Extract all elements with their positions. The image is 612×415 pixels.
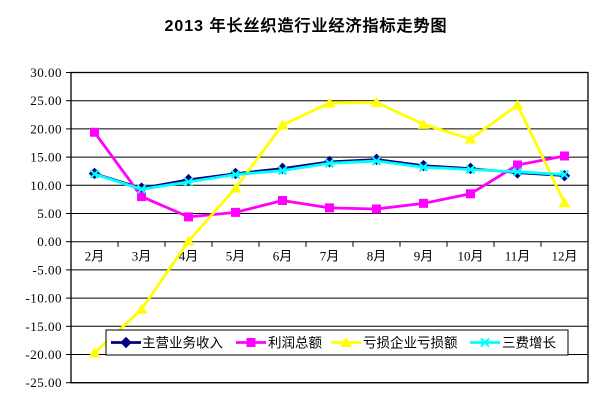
x-tick-label: 7月 (320, 249, 340, 264)
series-1-marker (231, 207, 240, 217)
series-1-marker (560, 151, 569, 161)
series-1-marker (278, 196, 287, 206)
series-3-marker (418, 162, 429, 172)
series-2-marker (276, 119, 289, 130)
x-tick-label: 11月 (505, 249, 531, 264)
series-2-marker (229, 182, 242, 193)
y-tick-label: -15.00 (25, 319, 62, 334)
legend-label-3: 三费增长 (502, 336, 556, 351)
series-2-marker (511, 99, 524, 110)
x-tick-label: 8月 (367, 249, 387, 264)
series-2-marker (417, 118, 430, 129)
legend-marker-1 (246, 338, 256, 347)
y-tick-label: -5.00 (32, 262, 62, 277)
series-1-marker (184, 212, 193, 222)
x-tick-label: 2月 (85, 249, 105, 264)
series-1-marker (137, 192, 146, 202)
y-tick-label: -20.00 (25, 347, 62, 362)
series-2-marker (182, 235, 195, 246)
y-tick-label: 15.00 (30, 150, 62, 165)
legend-marker-0 (120, 336, 132, 349)
y-tick-label: 10.00 (30, 178, 62, 193)
series-1-marker (513, 160, 522, 170)
x-tick-label: 6月 (273, 249, 293, 264)
series-1-marker (419, 198, 428, 208)
y-tick-label: -10.00 (25, 291, 62, 306)
series-2-marker (464, 133, 477, 144)
series-3-marker (277, 165, 288, 176)
y-tick-label: 0.00 (37, 234, 62, 249)
y-tick-label: 20.00 (30, 121, 62, 136)
series-2-marker (323, 97, 336, 108)
series-2-marker (558, 197, 571, 208)
series-3-marker (230, 169, 241, 180)
legend-label-2: 亏损企业亏损额 (363, 335, 458, 351)
series-3-marker (324, 158, 335, 169)
series-3-marker (89, 169, 100, 179)
x-tick-label: 4月 (179, 249, 199, 264)
x-tick-label: 10月 (457, 249, 483, 264)
series-3-marker (465, 164, 476, 175)
x-tick-label: 12月 (551, 249, 577, 264)
series-3-marker (512, 167, 523, 177)
series-3-marker (183, 177, 194, 187)
legend-label-0: 主营业务收入 (142, 336, 223, 351)
y-tick-label: 25.00 (30, 93, 62, 108)
chart-title: 2013 年长丝织造行业经济指标走势图 (164, 18, 448, 35)
legend-marker-3 (480, 337, 490, 348)
series-2-marker (135, 303, 148, 314)
series-2-marker (88, 347, 101, 358)
series-2-marker (370, 96, 383, 107)
legend-label-1: 利润总额 (268, 336, 322, 351)
series-3-marker (371, 156, 382, 166)
y-tick-label: -25.00 (25, 375, 62, 390)
series-1-marker (466, 189, 475, 199)
series-1-marker (325, 203, 334, 213)
y-tick-label: 5.00 (37, 206, 62, 221)
series-3-marker (559, 169, 570, 180)
x-tick-label: 9月 (414, 249, 434, 264)
x-tick-label: 5月 (226, 249, 246, 264)
series-3-marker (136, 184, 147, 194)
series-1-marker (372, 204, 381, 214)
legend-marker-2 (340, 337, 352, 347)
y-tick-label: 30.00 (30, 65, 62, 80)
x-tick-label: 3月 (132, 249, 152, 264)
series-1-marker (90, 127, 99, 137)
